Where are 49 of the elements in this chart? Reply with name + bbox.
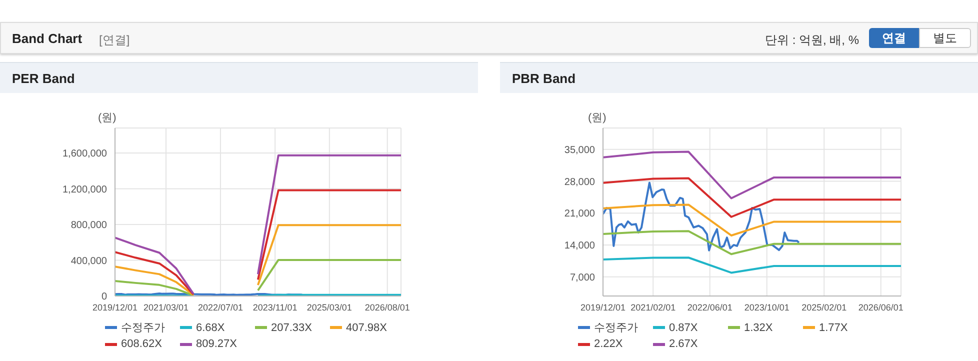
legend-label: 809.27X xyxy=(196,338,237,350)
x-tick-label: 2019/12/01 xyxy=(580,302,626,312)
y-tick-label: 28,000 xyxy=(564,176,596,188)
legend-label: 수정주가 xyxy=(121,321,165,335)
x-tick-label: 2022/06/01 xyxy=(687,302,732,312)
text: 별도 xyxy=(919,28,971,48)
line-series xyxy=(603,150,901,200)
y-tick-label: 14,000 xyxy=(564,240,596,252)
line-series xyxy=(603,182,800,252)
x-tick-label: 2026/06/01 xyxy=(858,302,904,312)
chart-title: PER Band xyxy=(0,62,478,93)
x-tick-label: 2019/12/01 xyxy=(92,302,138,312)
x-tick-label: 2026/08/01 xyxy=(364,302,410,312)
y-tick-label: 7,000 xyxy=(570,272,596,284)
legend-label: 0.87X xyxy=(669,322,698,334)
line-series xyxy=(603,204,901,236)
x-tick-label: 2021/03/01 xyxy=(143,302,189,312)
y-tick-label: 21,000 xyxy=(564,208,596,220)
legend-label: 207.33X xyxy=(271,322,312,334)
line-series xyxy=(603,256,901,274)
legend-label: 수정주가 xyxy=(594,321,638,335)
x-tick-label: 2022/07/01 xyxy=(198,302,243,312)
text: 단위 : 억원, 배, % xyxy=(764,32,859,49)
y-tick-label: 400,000 xyxy=(70,256,108,267)
x-tick-label: 2023/10/01 xyxy=(744,302,790,312)
legend-label: 6.68X xyxy=(196,322,225,334)
line-series xyxy=(603,177,901,218)
y-tick-label: 35,000 xyxy=(564,144,596,156)
y-tick-label: 1,600,000 xyxy=(62,148,108,160)
legend-label: 1.77X xyxy=(819,322,848,334)
x-tick-label: 2021/02/01 xyxy=(630,302,676,312)
chart-title: PBR Band xyxy=(500,62,978,93)
legend-label: 407.98X xyxy=(346,322,387,334)
x-tick-label: 2025/02/01 xyxy=(802,302,847,312)
legend-label: 2.22X xyxy=(594,338,623,350)
y-tick-label: 1,200,000 xyxy=(62,184,108,196)
legend-label: 608.62X xyxy=(121,338,162,350)
text: Band Chart xyxy=(12,31,82,46)
legend-label: 2.67X xyxy=(669,338,698,350)
y-tick-label: 800,000 xyxy=(70,220,108,232)
text: [연결] xyxy=(99,32,130,49)
x-tick-label: 2023/11/01 xyxy=(252,302,298,312)
y-axis-title: (원) xyxy=(588,111,606,125)
y-axis-title: (원) xyxy=(98,111,116,125)
line-series xyxy=(603,230,901,256)
legend-label: 1.32X xyxy=(744,322,773,334)
text: 연결 xyxy=(869,28,919,48)
x-tick-label: 2025/03/01 xyxy=(306,302,352,312)
y-tick-label: 0 xyxy=(101,292,108,303)
